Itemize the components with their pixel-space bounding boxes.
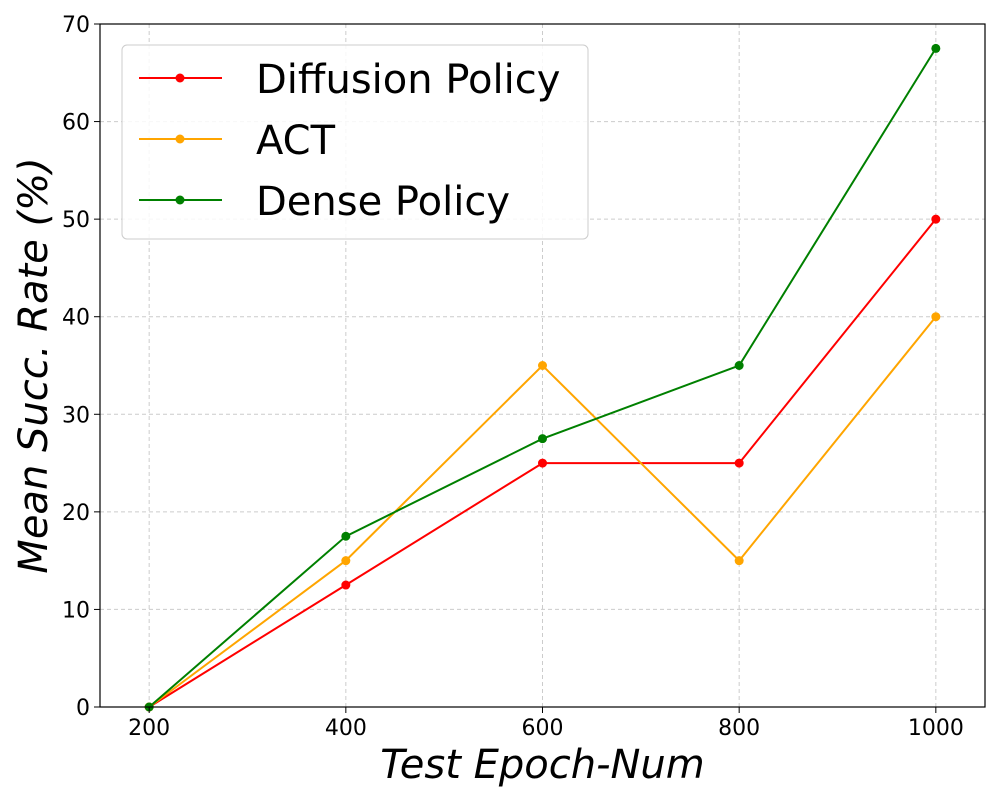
legend-label: ACT (256, 118, 336, 164)
data-point (341, 531, 351, 541)
data-point (538, 361, 547, 370)
data-point (341, 580, 351, 590)
data-point (734, 556, 744, 566)
x-tick-label: 200 (128, 716, 170, 741)
y-tick-label: 60 (62, 111, 90, 136)
y-tick-label: 70 (62, 13, 90, 38)
data-point (931, 43, 941, 53)
series-layer (144, 43, 941, 712)
legend-label: Diffusion Policy (256, 57, 560, 103)
data-point (538, 458, 547, 468)
data-point (931, 214, 941, 224)
y-tick-label: 40 (62, 306, 90, 331)
data-point (538, 434, 547, 444)
legend-marker (175, 73, 185, 83)
legend-marker (175, 195, 185, 205)
legend-box (121, 44, 589, 240)
data-point (341, 556, 351, 566)
data-point (734, 361, 744, 370)
x-tick-label: 1000 (908, 716, 964, 741)
y-tick-label: 50 (62, 208, 90, 233)
axis-ticks: 0 10 20 30 40 50 60 70 200 400 600 800 1000 (62, 13, 964, 741)
x-axis-title: Test Epoch-Num (380, 742, 705, 788)
y-tick-label: 10 (62, 598, 90, 623)
y-tick-label: 20 (62, 501, 90, 526)
y-tick-label: 30 (62, 403, 90, 428)
x-tick-label: 800 (718, 716, 760, 741)
x-tick-label: 600 (522, 716, 564, 741)
data-point (734, 458, 744, 468)
legend-label: Dense Policy (256, 179, 510, 225)
x-tick-label: 400 (325, 716, 367, 741)
y-axis-title: Mean Succ. Rate (%) (11, 157, 57, 573)
legend: Diffusion Policy ACT Dense Policy (121, 44, 589, 240)
data-point (931, 312, 941, 322)
y-tick-label: 0 (76, 696, 90, 721)
legend-marker (175, 134, 185, 144)
